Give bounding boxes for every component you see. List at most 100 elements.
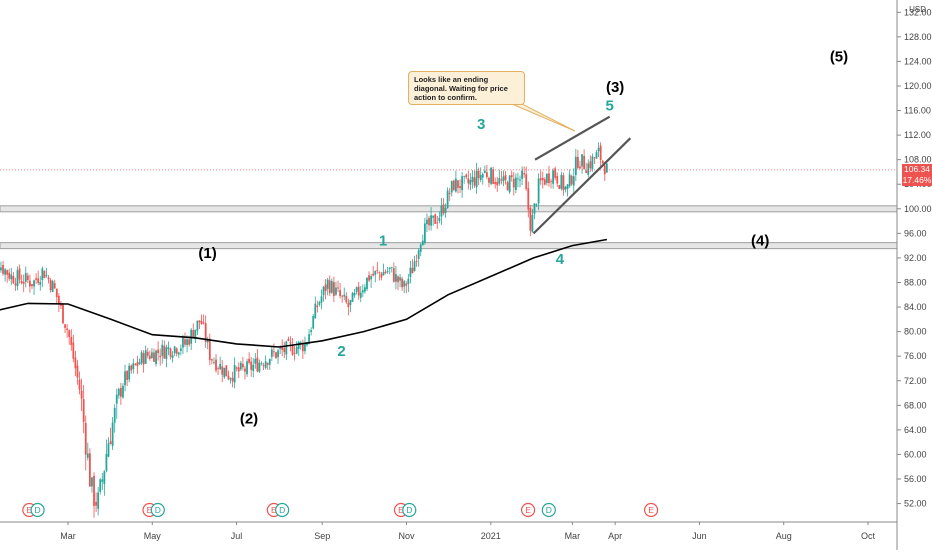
candle: [29, 274, 31, 293]
candle-body: [29, 280, 31, 287]
candle-body: [80, 390, 83, 399]
candle-body: [448, 193, 451, 195]
dividend-marker[interactable]: D: [30, 502, 45, 518]
candle-body: [39, 282, 42, 285]
earnings-marker[interactable]: E: [643, 502, 659, 518]
candle: [335, 281, 337, 296]
candle-body: [572, 176, 575, 186]
candle: [483, 165, 486, 174]
candle-body: [258, 362, 261, 372]
candle: [548, 165, 550, 187]
candle: [537, 173, 540, 211]
y-tick-label: 60.00: [904, 449, 927, 459]
candle: [492, 166, 495, 185]
candle-body: [492, 169, 495, 184]
candle-body: [235, 367, 238, 369]
candle: [6, 269, 9, 283]
event-letter: E: [398, 505, 404, 515]
dividend-marker[interactable]: D: [150, 502, 165, 518]
candle: [304, 336, 306, 355]
trendline-1[interactable]: [532, 137, 632, 235]
candle: [252, 357, 255, 378]
candle: [204, 315, 207, 348]
candle: [605, 162, 608, 173]
candle-body: [223, 367, 226, 378]
earnings-marker[interactable]: E: [521, 502, 536, 518]
candle: [200, 314, 203, 325]
candle: [254, 353, 257, 369]
candle: [31, 283, 33, 290]
candle-body: [601, 160, 604, 164]
y-tick-label: 120.00: [904, 81, 932, 91]
candle: [508, 174, 511, 194]
candle-body: [496, 181, 499, 186]
candle: [539, 170, 542, 185]
candle-body: [531, 214, 534, 233]
y-tick-label: 80.00: [904, 327, 927, 337]
candle: [543, 177, 546, 186]
candle: [434, 213, 437, 224]
candle-body: [41, 268, 44, 281]
candle-body: [444, 207, 447, 214]
candle-body: [188, 339, 191, 345]
candle-body: [175, 348, 178, 354]
candle-body: [316, 305, 319, 308]
candle-body: [196, 320, 199, 331]
candle: [140, 350, 143, 366]
candle-body: [326, 279, 329, 289]
candle-body: [564, 186, 567, 190]
candle: [97, 487, 100, 516]
candle: [76, 360, 79, 385]
candle: [16, 266, 19, 291]
y-tick-label: 92.00: [904, 253, 927, 263]
event-circle: [521, 502, 536, 518]
candle: [66, 323, 69, 338]
candle: [47, 275, 50, 284]
candle-body: [428, 217, 430, 226]
candle-body: [248, 358, 251, 363]
candle: [479, 167, 482, 183]
candle: [39, 275, 42, 291]
candle: [35, 273, 38, 284]
trendline-0[interactable]: [534, 115, 611, 161]
candle: [171, 351, 174, 363]
candle-body: [525, 174, 528, 189]
candle-body: [95, 501, 97, 506]
candle-body: [318, 302, 321, 305]
candle-body: [568, 174, 571, 187]
candle-body: [37, 278, 40, 283]
candle: [109, 427, 112, 445]
candle: [475, 162, 478, 194]
y-tick-label: 132.00: [904, 7, 932, 17]
candle-body: [595, 152, 598, 159]
candle-body: [35, 278, 38, 280]
candle-body: [165, 347, 168, 360]
candle-body: [413, 261, 416, 271]
candle-body: [332, 282, 335, 296]
candle: [53, 279, 56, 290]
candle: [316, 300, 319, 313]
candle-body: [374, 270, 377, 275]
dividend-marker[interactable]: D: [275, 502, 290, 518]
dividend-marker[interactable]: D: [541, 502, 556, 518]
candle: [49, 278, 52, 293]
dividend-marker[interactable]: D: [402, 502, 417, 518]
candle-body: [184, 339, 186, 345]
candle-body: [376, 269, 379, 271]
candle: [103, 470, 106, 496]
candle-body: [227, 375, 230, 380]
candle: [341, 294, 344, 303]
candle-body: [119, 387, 122, 397]
candle: [312, 314, 315, 330]
candle-body: [84, 423, 87, 455]
candle-body: [490, 167, 492, 184]
candle-body: [463, 175, 466, 177]
event-letter: D: [155, 505, 161, 515]
candle: [225, 365, 228, 377]
annotation-note[interactable]: Looks like an ending diagonal. Waiting f…: [408, 71, 525, 105]
y-tick-label: 52.00: [904, 499, 927, 509]
candle: [270, 346, 273, 362]
candle: [113, 404, 116, 433]
